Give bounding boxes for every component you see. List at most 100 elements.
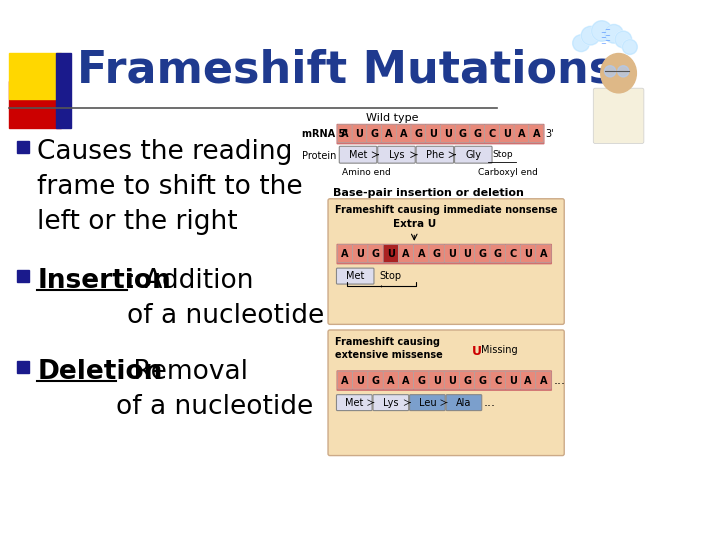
Text: U: U	[472, 345, 482, 358]
Text: A: A	[341, 249, 348, 259]
FancyBboxPatch shape	[368, 371, 383, 389]
Text: ~: ~	[600, 30, 606, 36]
Text: ~: ~	[604, 38, 611, 44]
FancyBboxPatch shape	[336, 244, 552, 265]
Circle shape	[618, 66, 629, 77]
Text: ~: ~	[600, 36, 606, 42]
Text: U: U	[356, 376, 364, 386]
Text: U: U	[433, 376, 441, 386]
Text: Extra U: Extra U	[392, 219, 436, 230]
Text: : Addition
of a nucleotide: : Addition of a nucleotide	[127, 268, 325, 329]
FancyBboxPatch shape	[328, 199, 564, 325]
FancyBboxPatch shape	[416, 146, 454, 163]
Text: Lys: Lys	[383, 397, 399, 408]
Text: G: G	[370, 129, 378, 139]
Text: U: U	[444, 129, 452, 139]
Text: C: C	[494, 376, 501, 386]
Circle shape	[591, 21, 612, 42]
FancyBboxPatch shape	[339, 146, 377, 163]
FancyBboxPatch shape	[396, 125, 411, 143]
FancyBboxPatch shape	[338, 125, 352, 143]
Text: ~: ~	[604, 27, 611, 33]
Text: U: U	[448, 376, 456, 386]
FancyBboxPatch shape	[398, 245, 414, 262]
Text: : Removal
of a nucleotide: : Removal of a nucleotide	[116, 359, 313, 420]
FancyBboxPatch shape	[367, 125, 382, 143]
Circle shape	[605, 24, 624, 43]
Text: A: A	[402, 376, 410, 386]
Text: Gly: Gly	[465, 150, 481, 160]
Text: C: C	[509, 249, 516, 259]
Text: Stop: Stop	[492, 150, 513, 159]
Bar	[17, 270, 29, 282]
Text: Protein: Protein	[302, 151, 336, 161]
FancyBboxPatch shape	[353, 371, 368, 389]
Text: ...: ...	[484, 396, 495, 409]
FancyBboxPatch shape	[536, 371, 551, 389]
Text: Lys: Lys	[389, 150, 404, 160]
FancyBboxPatch shape	[490, 245, 505, 262]
Text: Met: Met	[348, 150, 367, 160]
Bar	[17, 361, 29, 373]
Text: Phe: Phe	[426, 150, 444, 160]
Bar	[9, 52, 61, 99]
Text: U: U	[463, 249, 471, 259]
Text: Base-pair insertion or deletion: Base-pair insertion or deletion	[333, 187, 523, 198]
Text: Wild type: Wild type	[366, 112, 418, 123]
Circle shape	[615, 31, 631, 48]
Circle shape	[622, 39, 637, 55]
FancyBboxPatch shape	[470, 125, 485, 143]
Bar	[17, 140, 29, 153]
Text: U: U	[448, 249, 456, 259]
Text: A: A	[402, 249, 410, 259]
Text: G: G	[415, 129, 423, 139]
Text: Carboxyl end: Carboxyl end	[478, 168, 538, 177]
Text: U: U	[509, 376, 517, 386]
Circle shape	[615, 31, 631, 48]
FancyBboxPatch shape	[521, 245, 536, 262]
Text: A: A	[341, 376, 348, 386]
Circle shape	[581, 26, 600, 45]
Circle shape	[572, 35, 590, 52]
Text: U: U	[503, 129, 510, 139]
Text: U: U	[356, 129, 364, 139]
FancyBboxPatch shape	[378, 146, 415, 163]
Bar	[56, 52, 71, 127]
Circle shape	[581, 26, 600, 45]
FancyBboxPatch shape	[459, 245, 474, 262]
FancyBboxPatch shape	[505, 371, 521, 389]
Text: A: A	[341, 129, 348, 139]
Text: G: G	[372, 376, 379, 386]
Text: ...: ...	[554, 374, 566, 387]
Text: ~: ~	[600, 41, 606, 47]
Text: A: A	[418, 249, 425, 259]
FancyBboxPatch shape	[521, 371, 536, 389]
FancyBboxPatch shape	[410, 395, 445, 410]
FancyBboxPatch shape	[441, 125, 455, 143]
Text: G: G	[459, 129, 467, 139]
Ellipse shape	[600, 53, 636, 93]
FancyBboxPatch shape	[593, 88, 644, 144]
Text: G: G	[478, 249, 487, 259]
FancyBboxPatch shape	[429, 371, 444, 389]
Text: A: A	[540, 376, 547, 386]
Text: Deletion: Deletion	[37, 359, 163, 385]
Text: C: C	[488, 129, 495, 139]
Text: Frameshift causing immediate nonsense: Frameshift causing immediate nonsense	[335, 205, 557, 215]
FancyBboxPatch shape	[529, 125, 544, 143]
Text: Amino end: Amino end	[342, 168, 391, 177]
FancyBboxPatch shape	[373, 395, 409, 410]
Text: G: G	[372, 249, 379, 259]
Text: G: G	[463, 376, 471, 386]
Text: U: U	[524, 249, 532, 259]
Circle shape	[572, 35, 590, 52]
FancyBboxPatch shape	[383, 371, 398, 389]
FancyBboxPatch shape	[444, 245, 459, 262]
FancyBboxPatch shape	[536, 245, 551, 262]
Text: ~: ~	[604, 33, 611, 39]
FancyBboxPatch shape	[336, 268, 374, 284]
FancyBboxPatch shape	[398, 371, 414, 389]
FancyBboxPatch shape	[474, 371, 490, 389]
Text: Frameshift Mutations: Frameshift Mutations	[77, 49, 615, 92]
FancyBboxPatch shape	[446, 395, 482, 410]
